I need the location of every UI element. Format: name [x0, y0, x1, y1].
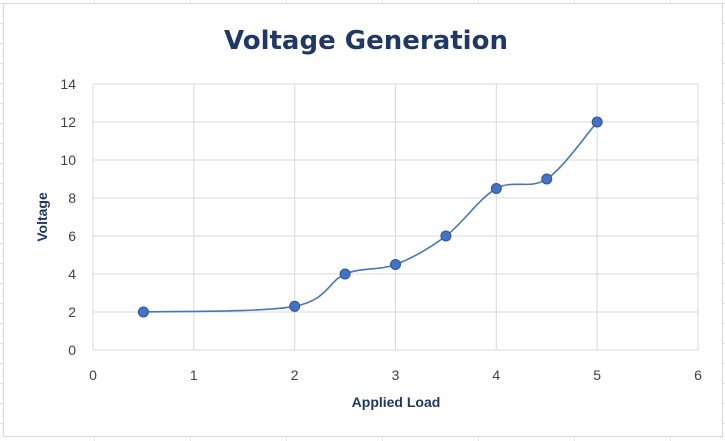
- data-point[interactable]: [390, 259, 401, 270]
- data-point[interactable]: [490, 183, 502, 194]
- y-tick-label: 6: [68, 228, 76, 244]
- x-tick-label: 5: [593, 367, 601, 383]
- chart-area[interactable]: [3, 3, 723, 437]
- x-tick-label: 2: [291, 367, 299, 383]
- y-tick-label: 14: [60, 76, 76, 92]
- gridlines: [92, 83, 699, 351]
- y-tick-label: 2: [68, 304, 76, 320]
- y-tick-label: 10: [60, 152, 76, 168]
- y-tick-label: 4: [68, 266, 76, 282]
- series-line: [143, 121, 598, 313]
- y-tick-label: 8: [68, 190, 76, 206]
- data-point[interactable]: [137, 306, 149, 318]
- x-axis-ticks: 0 1 2 3 4 5 6: [89, 367, 702, 383]
- y-tick-label: 0: [68, 342, 76, 358]
- data-point[interactable]: [289, 300, 301, 312]
- y-axis-ticks: 0 2 4 6 8 10 12 14: [60, 76, 76, 358]
- data-point[interactable]: [541, 173, 553, 185]
- x-tick-label: 6: [694, 367, 702, 383]
- data-points: [137, 116, 603, 318]
- chart-title: Voltage Generation: [224, 26, 508, 56]
- y-axis-title: Voltage: [34, 192, 50, 242]
- x-tick-label: 0: [89, 367, 97, 383]
- x-tick-label: 3: [392, 367, 400, 383]
- y-tick-label: 12: [60, 114, 76, 130]
- x-axis-title: Applied Load: [352, 394, 441, 410]
- data-point[interactable]: [591, 116, 603, 128]
- x-tick-label: 1: [190, 367, 198, 383]
- data-point[interactable]: [339, 268, 351, 280]
- data-point[interactable]: [440, 230, 452, 242]
- x-tick-label: 4: [492, 367, 500, 383]
